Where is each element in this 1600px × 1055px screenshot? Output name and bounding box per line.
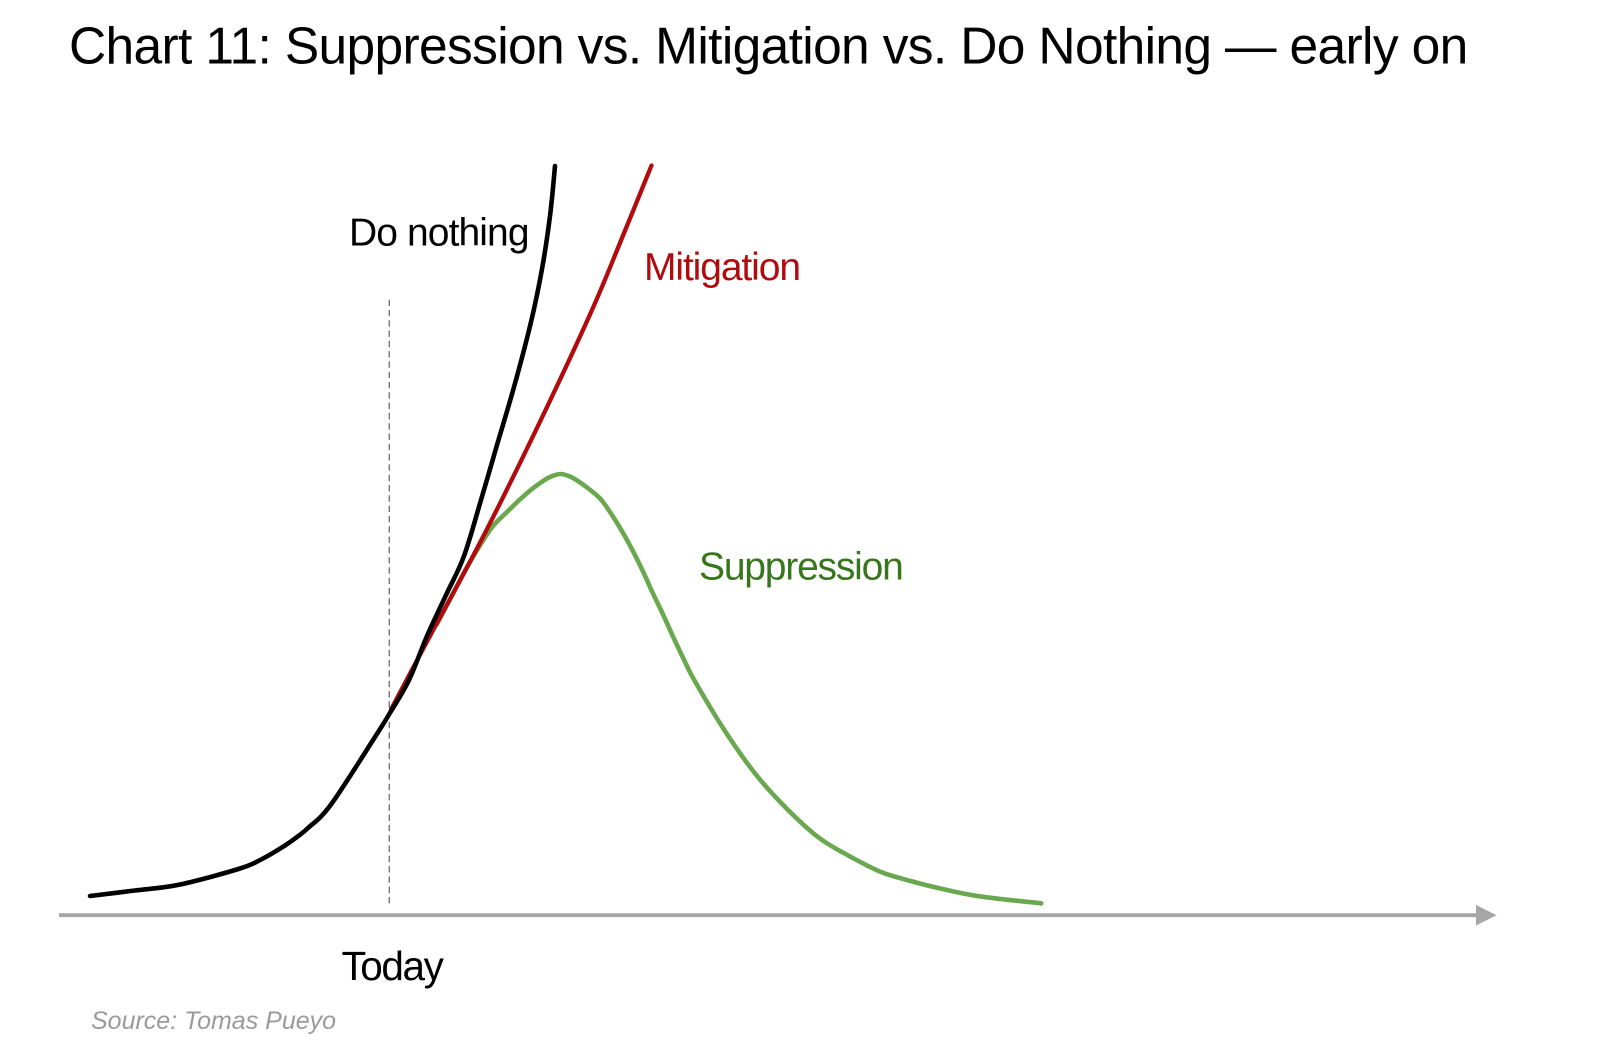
svg-text:Do nothing: Do nothing bbox=[349, 212, 529, 255]
svg-text:Chart 11: Suppression vs. Miti: Chart 11: Suppression vs. Mitigation vs.… bbox=[69, 17, 1468, 75]
svg-text:Source: Tomas Pueyo: Source: Tomas Pueyo bbox=[91, 1007, 336, 1035]
svg-text:Suppression: Suppression bbox=[699, 546, 903, 589]
svg-text:Today: Today bbox=[341, 943, 444, 989]
svg-text:Mitigation: Mitigation bbox=[644, 246, 800, 289]
